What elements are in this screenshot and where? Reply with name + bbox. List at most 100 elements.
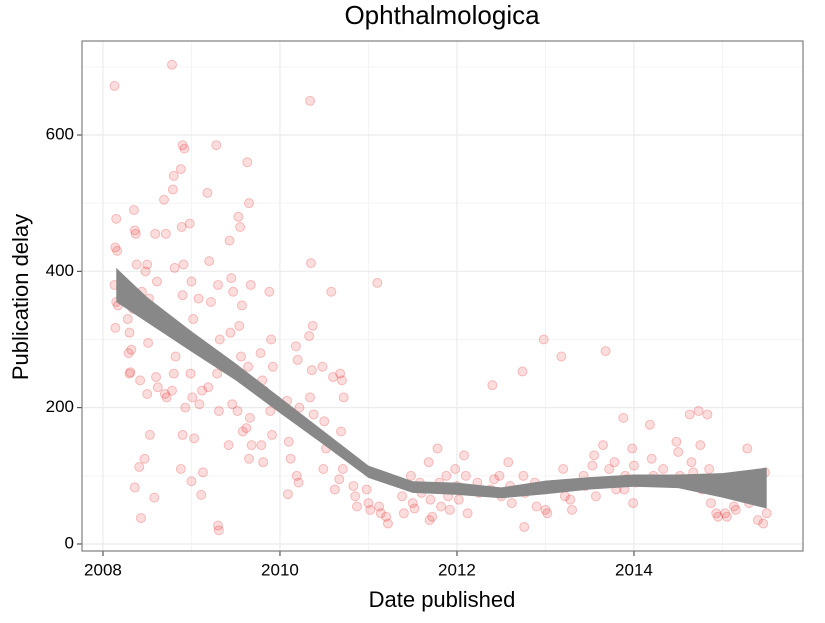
point [589,450,600,461]
point [202,187,213,198]
point [258,457,269,468]
point [517,366,528,377]
point [194,399,205,410]
point [644,419,655,430]
point [686,457,697,468]
point [236,351,247,362]
point [112,245,123,256]
point [363,498,374,509]
x-axis-label: Date published [369,587,516,612]
point [705,498,716,509]
point [123,348,134,359]
point [459,450,470,461]
point [565,494,576,505]
chart-title: Ophthalmologica [344,0,540,30]
point [673,446,684,457]
point [184,218,195,229]
point [398,508,409,519]
point [193,293,204,304]
point [646,453,657,464]
point [175,164,186,175]
point [441,470,452,481]
point [134,461,145,472]
point [405,470,416,481]
point [328,371,339,382]
point [186,476,197,487]
point [742,443,753,454]
point [255,348,266,359]
point [109,80,120,91]
point [292,354,303,365]
y-tick-label: 400 [46,261,74,280]
plot-background [82,41,803,551]
point [266,334,277,345]
point [135,375,146,386]
point [167,385,178,396]
point [337,463,348,474]
point [244,412,255,423]
point [436,501,447,512]
point [317,361,328,372]
point [212,368,223,379]
point [186,276,197,287]
point [308,409,319,420]
point [160,228,171,239]
point [130,228,141,239]
point [236,300,247,311]
point [305,258,316,269]
point [336,375,347,386]
point [243,361,254,372]
y-tick-label: 200 [46,397,74,416]
point [538,334,549,345]
point [213,520,224,531]
point [196,489,207,500]
point [179,143,190,154]
point [128,204,139,215]
point [197,467,208,478]
point [425,494,436,505]
point [721,511,732,522]
point [213,406,224,417]
point [319,416,330,427]
point [711,508,722,519]
point [494,470,505,481]
smooth-band [116,267,767,509]
point [372,277,383,288]
x-tick-label: 2014 [615,560,653,579]
point [177,140,188,151]
point [243,198,254,209]
point [590,491,601,502]
point [144,429,155,440]
point [178,259,189,270]
point [304,331,315,342]
point [241,423,252,434]
point [397,491,408,502]
point [450,463,461,474]
point [618,412,629,423]
point [713,511,724,522]
y-axis-label: Publication delay [8,214,33,380]
point [189,433,200,444]
point [684,409,695,420]
point [307,320,318,331]
point [159,389,170,400]
point [487,380,498,391]
point [628,460,639,471]
point [489,474,500,485]
point [151,276,162,287]
point [237,426,248,437]
point [671,436,682,447]
point [444,504,455,515]
point [185,368,196,379]
y-tick-label: 0 [65,533,74,552]
point [293,477,304,488]
point [169,262,180,273]
point [168,170,179,181]
point [143,337,154,348]
point [658,463,669,474]
point [150,228,161,239]
point [351,501,362,512]
plot-border [81,40,804,552]
point [131,259,142,270]
point [540,504,551,515]
